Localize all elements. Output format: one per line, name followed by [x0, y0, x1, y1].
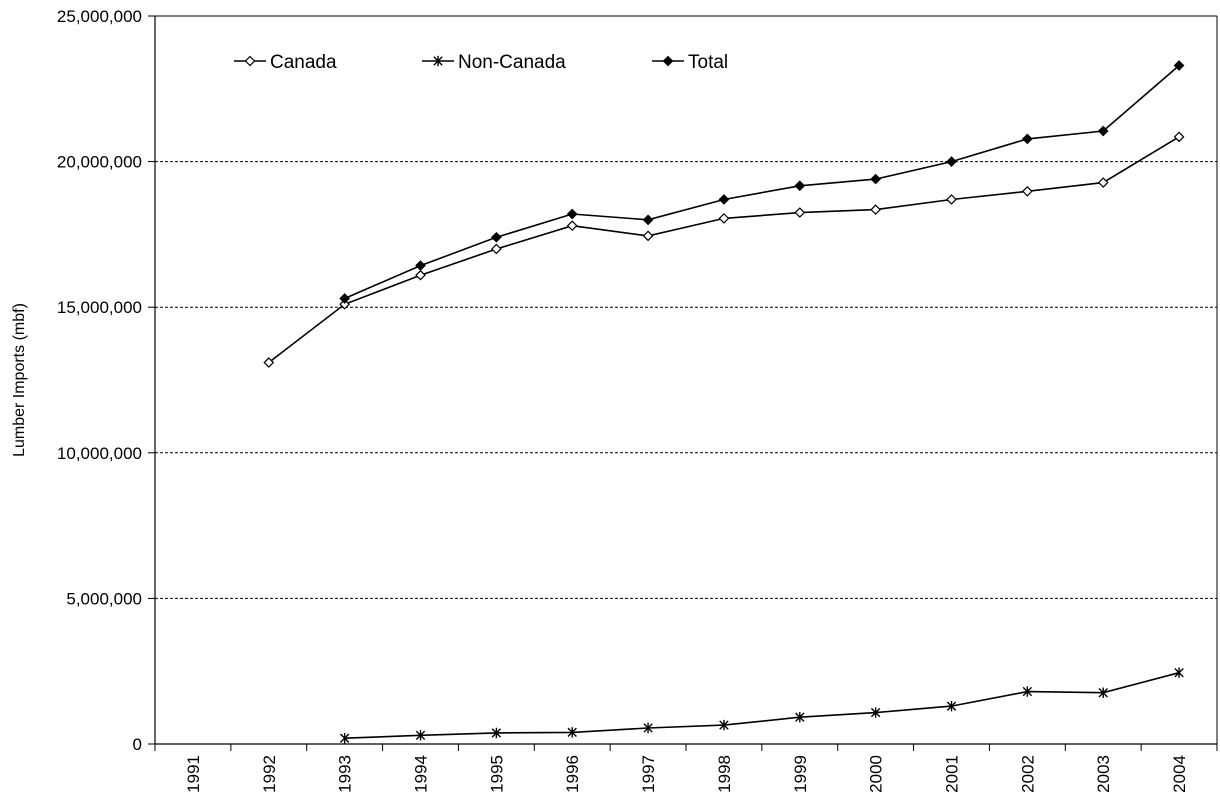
data-point-non-canada [643, 722, 653, 734]
data-point-non-canada [870, 707, 881, 718]
data-point-canada [642, 230, 654, 242]
x-tick-label: 1991 [184, 755, 203, 793]
data-point-non-canada [567, 727, 577, 738]
data-point-canada [870, 204, 881, 215]
legend-marker-canada [244, 55, 256, 67]
y-tick-label: 0 [133, 735, 142, 754]
series-line-total [344, 64, 1180, 300]
x-tick-label: 1992 [260, 755, 279, 793]
legend-item-canada: Canada [234, 52, 337, 73]
data-point-non-canada [1174, 667, 1184, 678]
data-point-total [566, 208, 578, 220]
data-point-total [946, 156, 957, 167]
data-point-total [718, 194, 730, 205]
x-tick-label: 1997 [639, 755, 658, 793]
data-point-canada [1022, 185, 1033, 197]
y-tick-label: 15,000,000 [57, 298, 142, 317]
x-tick-label: 1994 [412, 755, 431, 793]
data-point-canada [1173, 131, 1185, 143]
data-point-total [642, 214, 654, 226]
series-non-canada [339, 667, 1184, 744]
data-point-non-canada [795, 712, 805, 723]
data-point-non-canada [415, 730, 426, 741]
data-point-canada [263, 357, 275, 368]
legend-item-non-canada: Non-Canada [422, 52, 566, 73]
data-point-non-canada [719, 719, 729, 731]
x-tick-label: 1999 [791, 755, 810, 793]
data-point-non-canada [339, 732, 350, 744]
legend-marker-non-canada [433, 55, 443, 67]
legend-label: Canada [270, 52, 337, 73]
series-line-non-canada [344, 671, 1180, 739]
series-line-canada [268, 136, 1180, 364]
data-point-non-canada [1098, 687, 1108, 698]
data-point-total [1173, 60, 1185, 71]
x-tick-label: 1996 [563, 755, 582, 793]
x-tick-label: 2004 [1170, 755, 1189, 793]
y-tick-label: 5,000,000 [66, 589, 142, 608]
data-point-total [339, 293, 350, 304]
data-point-non-canada [491, 727, 502, 739]
x-tick-label: 2001 [943, 755, 962, 793]
series-canada [263, 131, 1185, 368]
data-point-canada [718, 213, 730, 224]
data-point-canada [491, 243, 502, 255]
legend-label: Total [688, 52, 728, 73]
y-tick-label: 25,000,000 [57, 7, 142, 26]
data-point-total [491, 231, 502, 243]
data-point-total [415, 260, 426, 271]
x-tick-label: 2003 [1094, 755, 1113, 793]
data-point-canada [415, 269, 426, 281]
gridlines [155, 161, 1217, 599]
data-point-total [1097, 125, 1109, 137]
axes: 0 5,000,000 10,000,000 15,000,000 20,000,000… [57, 7, 1218, 793]
data-point-canada [946, 194, 957, 205]
y-axis-title: Lumber Imports (mbf) [11, 303, 28, 457]
legend-marker-total [662, 55, 674, 67]
data-point-total [870, 173, 881, 185]
y-tick-label: 10,000,000 [57, 444, 142, 463]
data-point-non-canada [1022, 686, 1033, 697]
legend-item-total: Total [652, 52, 728, 73]
series-total [339, 60, 1185, 304]
data-point-total [794, 180, 806, 192]
y-tick-label: 20,000,000 [57, 153, 142, 172]
x-tick-label: 1995 [487, 755, 506, 793]
legend-label: Non-Canada [458, 52, 566, 73]
data-point-canada [339, 298, 350, 310]
x-tick-label: 2002 [1018, 755, 1037, 793]
x-tick-label: 1998 [715, 755, 734, 793]
data-point-total [1022, 133, 1033, 145]
data-point-canada [1097, 177, 1109, 188]
data-point-canada [566, 220, 578, 232]
x-tick-label: 1993 [336, 755, 355, 793]
x-tick-label: 2000 [867, 755, 886, 793]
data-point-canada [794, 207, 806, 218]
data-point-non-canada [946, 700, 957, 712]
series-group [263, 60, 1185, 744]
legend: Canada Non-Canada Total [234, 52, 728, 73]
